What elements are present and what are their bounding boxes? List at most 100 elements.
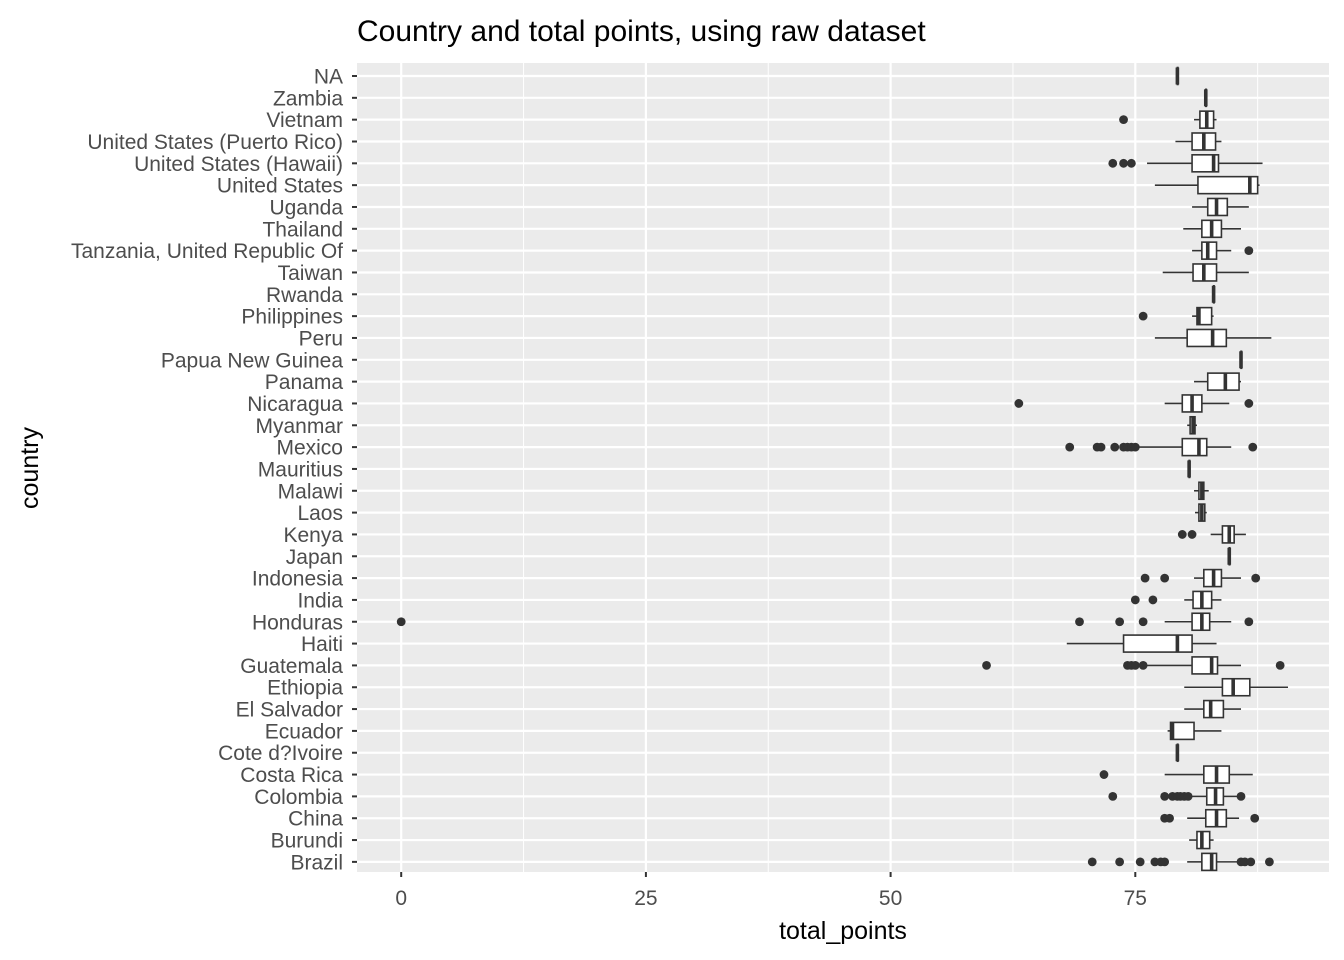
box-burundi (1189, 830, 1214, 850)
y-tick-label: China (288, 808, 343, 831)
box-united-states (1154, 175, 1260, 195)
outlier-point (1138, 661, 1148, 670)
outlier-point (1110, 442, 1120, 452)
y-tick-label: Guatemala (240, 655, 343, 678)
box-layer (396, 66, 1288, 872)
box-indonesia (1140, 568, 1261, 588)
outlier-point (1065, 442, 1075, 452)
y-tick-label: Cote d?Ivoire (218, 742, 343, 765)
box-laos (1195, 503, 1207, 522)
x-tick-label: 50 (879, 887, 902, 910)
outlier-point (1138, 617, 1148, 627)
box-china (1160, 808, 1260, 828)
box-tanzania-united-republic-of (1192, 241, 1254, 260)
iqr-box (1191, 656, 1219, 675)
box-kenya (1177, 525, 1246, 544)
outlier-point (982, 661, 991, 670)
y-tick-label: United States (Puerto Rico) (87, 131, 343, 154)
outlier-point (1187, 530, 1197, 539)
iqr-box (1181, 437, 1208, 457)
y-tick-label: United States (Hawaii) (134, 153, 343, 176)
box-el-salvador (1184, 699, 1242, 719)
outlier-point (1160, 573, 1170, 583)
y-tick-label: Tanzania, United Republic Of (71, 240, 343, 263)
outlier-point (1244, 617, 1254, 627)
outlier-point (1140, 573, 1150, 583)
outlier-point (396, 617, 406, 627)
outlier-point (1248, 442, 1258, 452)
y-tick-label: Burundi (271, 830, 343, 853)
box-zambia (1203, 88, 1208, 108)
outlier-point (1160, 791, 1170, 801)
outlier-point (1087, 857, 1097, 867)
outlier-point (1138, 311, 1148, 321)
outlier-point (1251, 573, 1261, 583)
outlier-point (1250, 813, 1260, 823)
y-tick-label: Uganda (269, 196, 343, 219)
box-rwanda (1211, 284, 1216, 304)
iqr-box (1206, 372, 1240, 391)
outlier-point (1244, 246, 1254, 256)
outlier-point (1177, 530, 1187, 539)
outlier-point (1075, 617, 1084, 627)
outlier-point (1135, 857, 1145, 867)
box-guatemala (982, 656, 1285, 675)
box-honduras (396, 612, 1254, 632)
y-tick-label: Japan (286, 546, 343, 569)
y-axis-title: country (16, 427, 44, 509)
outlier-point (1119, 115, 1128, 125)
box-japan (1227, 546, 1232, 566)
y-tick-label: Peru (299, 327, 343, 350)
box-na (1175, 66, 1180, 86)
box-thailand (1183, 219, 1242, 239)
y-tick-label: NA (314, 66, 343, 89)
box-panama (1194, 372, 1242, 391)
box-peru (1154, 328, 1272, 348)
outlier-point (1130, 442, 1140, 452)
y-tick-label: Malawi (278, 480, 343, 503)
iqr-box (1201, 852, 1218, 872)
outlier-point (1126, 158, 1136, 168)
iqr-box (1203, 699, 1225, 719)
box-mexico (1065, 437, 1258, 457)
box-myanmar (1187, 415, 1197, 435)
y-tick-label: United States (217, 175, 343, 198)
iqr-box (1186, 328, 1228, 348)
y-tick-label: Rwanda (266, 284, 343, 307)
box-ethiopia (1184, 677, 1288, 697)
y-tick-label: Colombia (254, 786, 343, 809)
outlier-point (1160, 857, 1170, 867)
box-taiwan (1162, 263, 1249, 282)
outlier-point (1236, 791, 1246, 801)
outlier-point (1165, 813, 1174, 823)
box-haiti (1066, 634, 1217, 653)
iqr-box (1221, 677, 1251, 697)
outlier-point (1096, 442, 1106, 452)
outlier-point (1130, 595, 1140, 605)
y-tick-label: Myanmar (255, 415, 343, 438)
box-colombia (1108, 787, 1246, 806)
iqr-box (1122, 634, 1193, 653)
y-tick-label: Laos (297, 502, 343, 525)
box-malawi (1194, 481, 1209, 501)
y-tick-label: Nicaragua (247, 393, 343, 416)
box-nicaragua (1014, 394, 1254, 413)
y-tick-label: Vietnam (266, 109, 343, 132)
y-tick-label: Ecuador (265, 720, 343, 743)
outlier-point (1130, 661, 1140, 670)
chart-title: Country and total points, using raw data… (357, 15, 926, 48)
x-axis-ticks: 0 25 50 75 (395, 872, 1147, 910)
box-ecuador (1167, 721, 1222, 741)
y-tick-label: Mauritius (258, 458, 343, 481)
y-tick-label: Thailand (262, 218, 343, 241)
y-tick-label: Honduras (252, 611, 343, 634)
outlier-point (1275, 661, 1285, 670)
outlier-point (1108, 158, 1118, 168)
x-tick-label: 0 (395, 887, 407, 910)
y-tick-label: Philippines (241, 306, 343, 329)
y-tick-label: El Salvador (236, 699, 343, 722)
y-tick-label: Indonesia (252, 568, 343, 591)
box-united-states-puerto-rico- (1175, 132, 1222, 151)
